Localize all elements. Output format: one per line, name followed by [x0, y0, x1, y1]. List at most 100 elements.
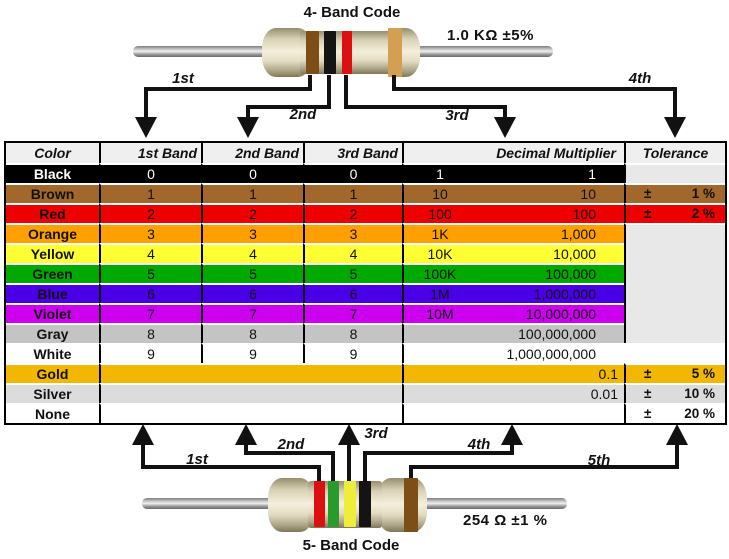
- header-3rd-band: 3rd Band: [303, 143, 402, 163]
- color-name-cell: Yellow: [6, 243, 99, 263]
- band1-value-cell: 2: [99, 203, 201, 223]
- multiplier-cell: 10M 10,000,000: [402, 303, 624, 323]
- four-band-value: 1.0 KΩ ±5%: [447, 27, 534, 44]
- color-name-cell: Orange: [6, 223, 99, 243]
- band1-value-cell: 0: [99, 163, 201, 183]
- color-name-cell: Blue: [6, 283, 99, 303]
- band1-value-cell: 5: [99, 263, 201, 283]
- multiplier-cell: 100,000,000: [402, 323, 624, 343]
- band3-value-cell: 3: [303, 223, 402, 243]
- band3-value-cell: 1: [303, 183, 402, 203]
- arrowhead-down-icon: [237, 117, 259, 138]
- header-decimal-multiplier: Decimal Multiplier: [402, 143, 624, 163]
- header-1st-band: 1st Band: [99, 143, 201, 163]
- arrowhead-up-icon: [132, 424, 154, 445]
- band2-value-cell: 0: [201, 163, 303, 183]
- header-2nd-band: 2nd Band: [201, 143, 303, 163]
- color-name-cell: Black: [6, 163, 99, 183]
- resistor-band-green: [328, 481, 339, 527]
- resistor-band-yellow: [344, 481, 356, 527]
- color-name-cell: Gold: [6, 363, 99, 383]
- multiplier-cell: 1K 1,000: [402, 223, 624, 243]
- arrowhead-up-icon: [501, 424, 523, 445]
- band1-value-cell: 3: [99, 223, 201, 243]
- tolerance-cell: ±1 %: [624, 183, 725, 203]
- multiplier-cell: 10K 10,000: [402, 243, 624, 263]
- band2-value-cell: 6: [201, 283, 303, 303]
- bands-merged-cell: [99, 363, 402, 383]
- arrow-label-5th: 5th: [587, 452, 611, 469]
- resistor-band-red: [342, 31, 352, 74]
- color-name-cell: Brown: [6, 183, 99, 203]
- band3-value-cell: 5: [303, 263, 402, 283]
- band3-value-cell: 9: [303, 343, 402, 363]
- multiplier-cell: 100K 100,000: [402, 263, 624, 283]
- tolerance-cell: ±2 %: [624, 203, 725, 223]
- band2-value-cell: 9: [201, 343, 303, 363]
- tolerance-cell: ±10 %: [624, 383, 725, 403]
- band2-value-cell: 5: [201, 263, 303, 283]
- arrow-label-2nd: 2nd: [289, 106, 317, 123]
- color-name-cell: None: [6, 403, 99, 423]
- band1-value-cell: 1: [99, 183, 201, 203]
- band2-value-cell: 2: [201, 203, 303, 223]
- four-band-title: 4- Band Code: [303, 4, 401, 21]
- color-name-cell: Gray: [6, 323, 99, 343]
- color-name-cell: Green: [6, 263, 99, 283]
- multiplier-cell: 1,000,000,000: [402, 343, 624, 363]
- color-name-cell: White: [6, 343, 99, 363]
- resistor-band-black: [359, 481, 371, 527]
- band2-value-cell: 1: [201, 183, 303, 203]
- resistor-cap-left: [268, 478, 314, 532]
- bands-merged-cell: [99, 383, 402, 403]
- resistor-band-black: [324, 31, 336, 74]
- color-name-cell: Silver: [6, 383, 99, 403]
- arrowhead-up-icon: [666, 424, 688, 445]
- arrowhead-down-icon: [494, 117, 516, 138]
- arrow-label-3rd: 3rd: [364, 425, 388, 442]
- arrow-label-2nd: 2nd: [277, 436, 305, 453]
- band1-value-cell: 9: [99, 343, 201, 363]
- band3-value-cell: 8: [303, 323, 402, 343]
- five-band-value: 254 Ω ±1 %: [463, 512, 548, 529]
- multiplier-cell: [402, 403, 624, 423]
- band3-value-cell: 6: [303, 283, 402, 303]
- arrow-label-4th: 4th: [628, 70, 652, 87]
- multiplier-cell: 10 10: [402, 183, 624, 203]
- arrowhead-down-icon: [664, 117, 686, 138]
- band2-value-cell: 3: [201, 223, 303, 243]
- resistor-band-gold: [388, 28, 402, 77]
- five-band-title: 5- Band Code: [302, 537, 400, 554]
- arrowhead-up-icon: [235, 424, 257, 445]
- tolerance-cell: [624, 223, 725, 343]
- bands-merged-cell: [99, 403, 402, 423]
- multiplier-cell: 100 100: [402, 203, 624, 223]
- header-color: Color: [6, 143, 99, 163]
- tolerance-cell: ±20 %: [624, 403, 725, 423]
- band3-value-cell: 2: [303, 203, 402, 223]
- band1-value-cell: 4: [99, 243, 201, 263]
- multiplier-cell: 0.1: [402, 363, 624, 383]
- band2-value-cell: 8: [201, 323, 303, 343]
- resistor-band-brown: [404, 478, 418, 532]
- color-name-cell: Violet: [6, 303, 99, 323]
- band1-value-cell: 8: [99, 323, 201, 343]
- band3-value-cell: 4: [303, 243, 402, 263]
- band2-value-cell: 4: [201, 243, 303, 263]
- tolerance-cell: ±5 %: [624, 363, 725, 383]
- multiplier-cell: 1M 1,000,000: [402, 283, 624, 303]
- arrowhead-down-icon: [135, 117, 157, 138]
- band3-value-cell: 7: [303, 303, 402, 323]
- band1-value-cell: 7: [99, 303, 201, 323]
- header-tolerance: Tolerance: [624, 143, 725, 163]
- arrow-label-1st: 1st: [172, 70, 194, 87]
- band1-value-cell: 6: [99, 283, 201, 303]
- arrow-label-1st: 1st: [186, 451, 208, 468]
- resistor-band-red: [314, 481, 325, 527]
- arrow-label-3rd: 3rd: [445, 107, 469, 124]
- band3-value-cell: 0: [303, 163, 402, 183]
- color-name-cell: Red: [6, 203, 99, 223]
- multiplier-cell: 0.01: [402, 383, 624, 403]
- color-code-table: Color 1st Band 2nd Band 3rd Band Decimal Mul…: [4, 141, 727, 425]
